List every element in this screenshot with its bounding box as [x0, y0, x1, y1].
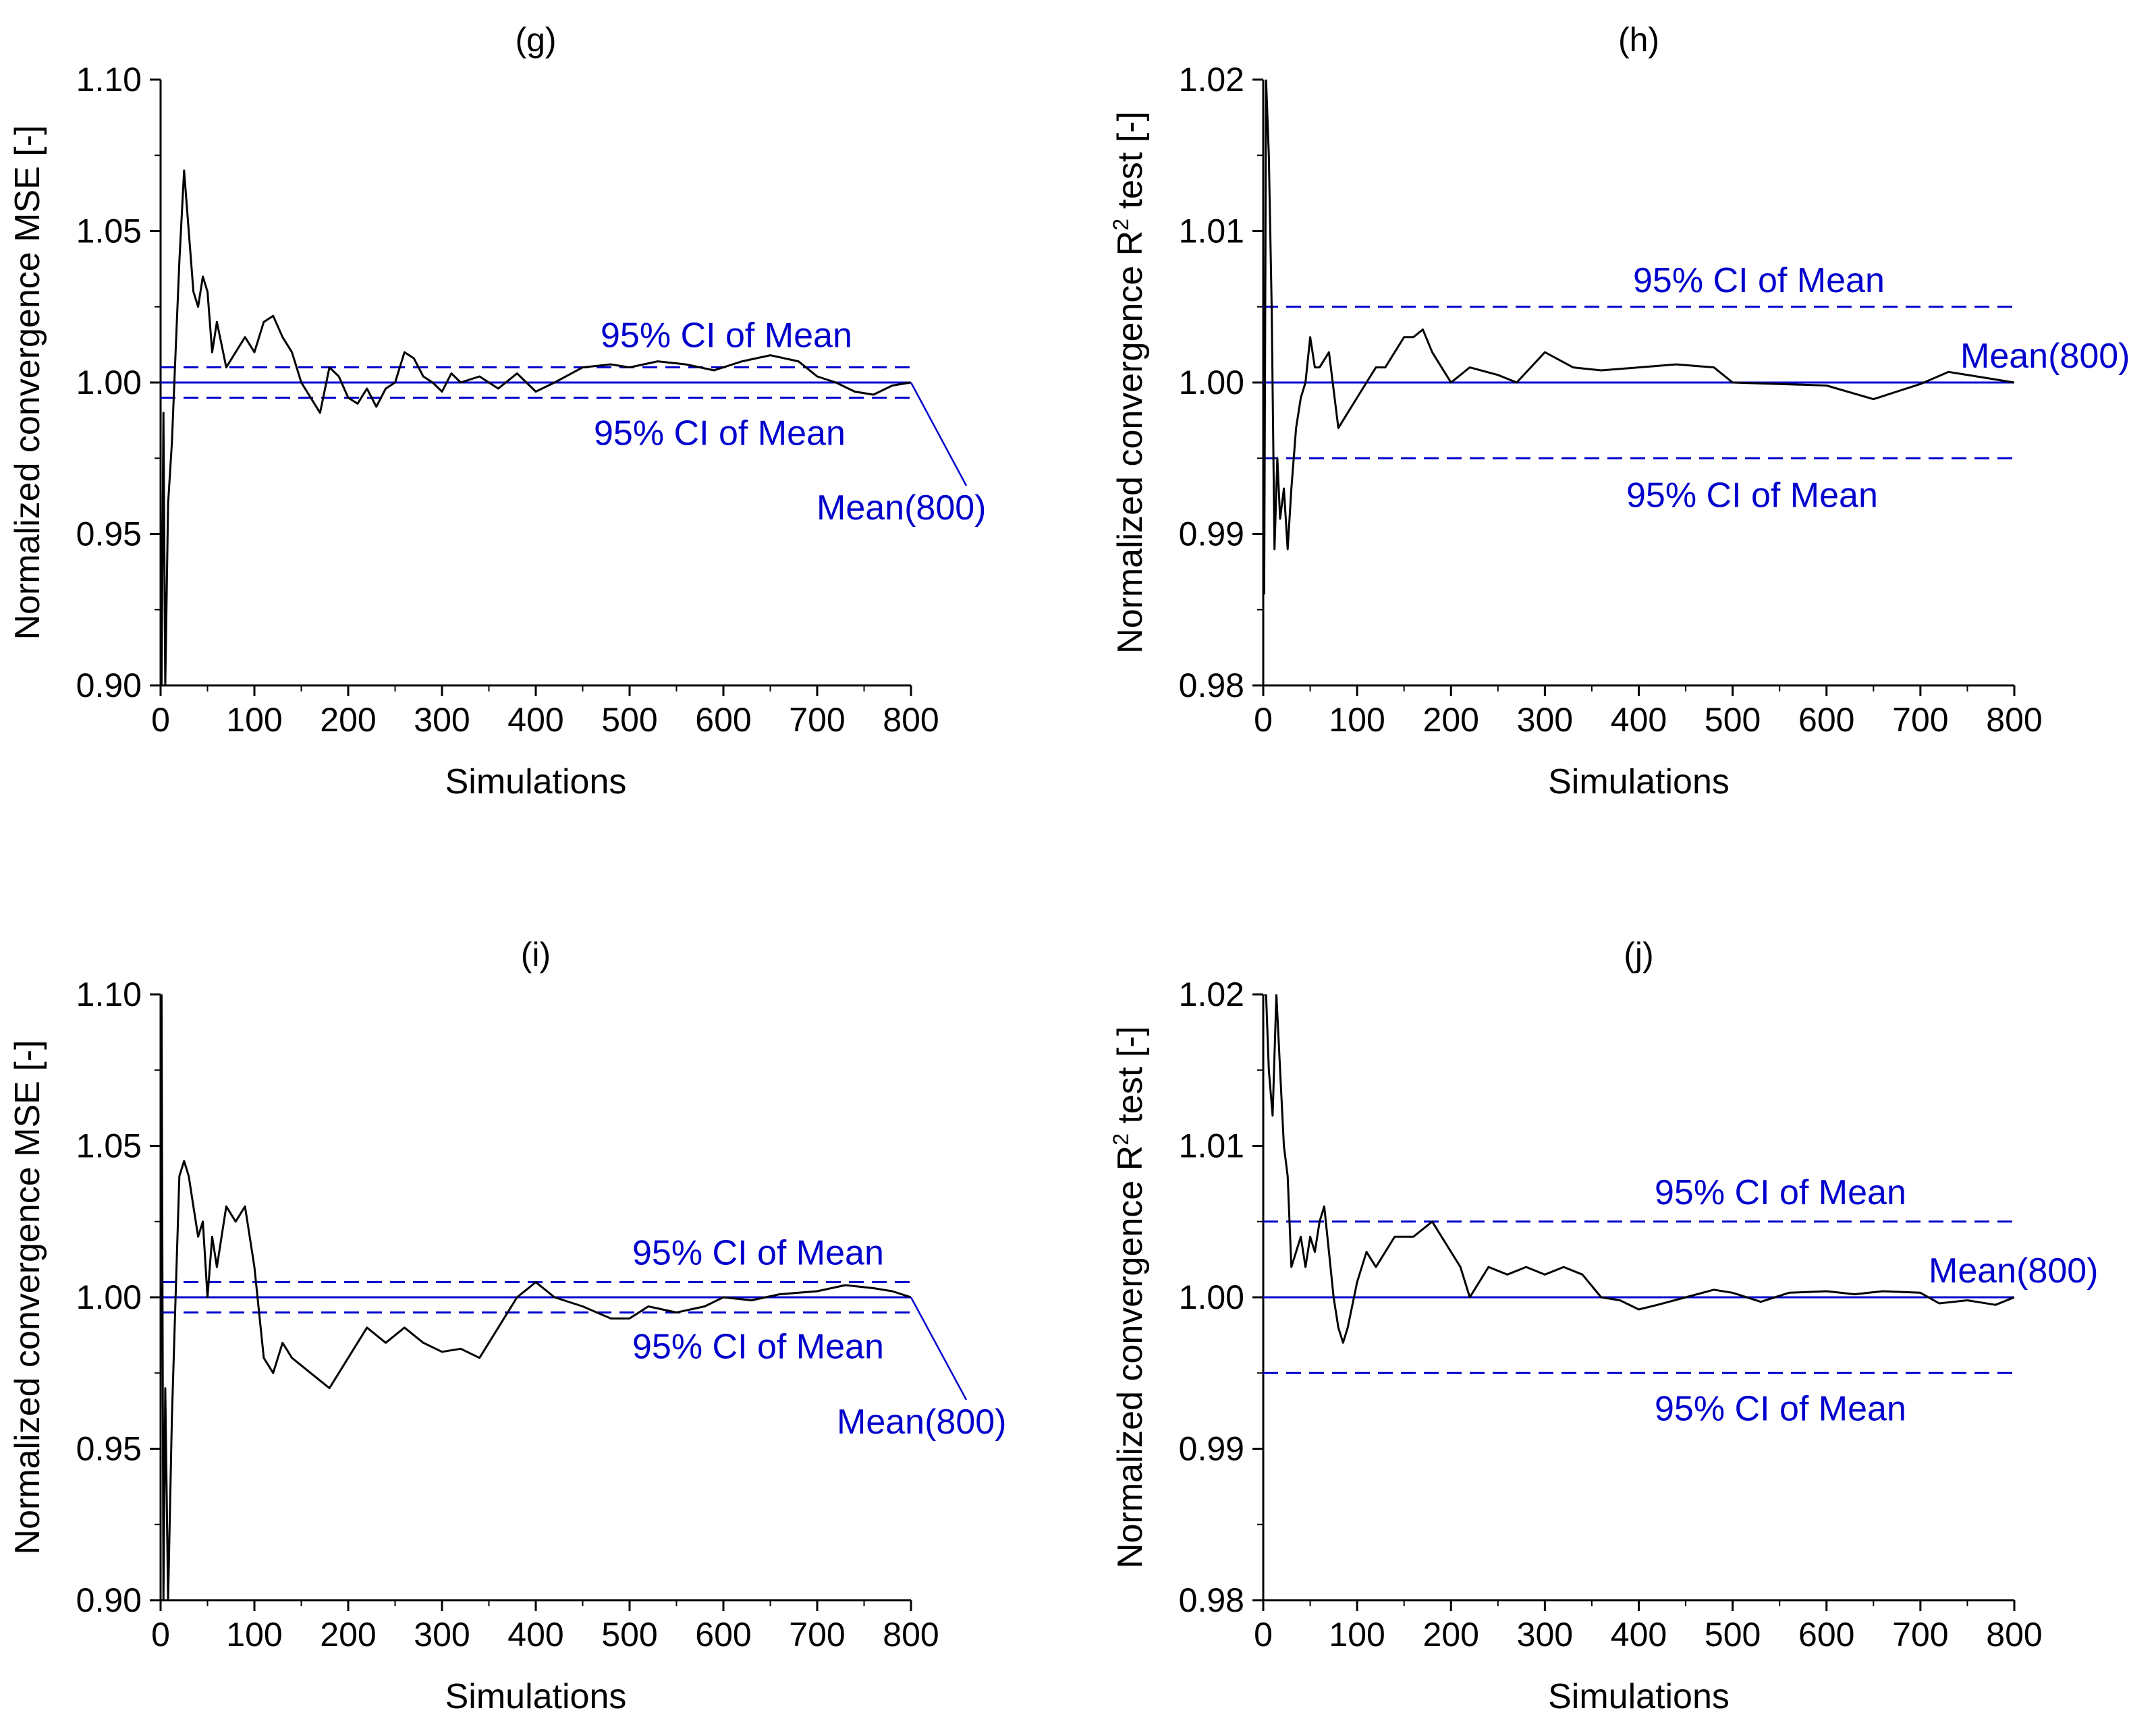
ci-lower-annotation: 95% CI of Mean: [594, 414, 846, 453]
x-tick-label: 100: [226, 701, 282, 739]
x-tick-label: 300: [414, 1616, 470, 1653]
y-tick-label: 1.10: [76, 61, 142, 98]
x-tick-label: 500: [1705, 1616, 1761, 1653]
mean-annotation: Mean(800): [817, 488, 986, 528]
y-axis-label: Normalized convergence MSE [-]: [8, 1040, 47, 1555]
x-tick-label: 0: [1254, 701, 1273, 739]
mean-annotation: Mean(800): [1929, 1251, 2098, 1291]
y-axis-label-tail: test [-]: [1111, 111, 1150, 219]
y-tick-label: 1.10: [76, 975, 142, 1013]
y-tick-label: 1.02: [1179, 975, 1244, 1013]
ci-lower-annotation: 95% CI of Mean: [1655, 1389, 1906, 1428]
y-tick-label: 0.98: [1179, 1581, 1244, 1619]
x-tick-label: 800: [1986, 701, 2042, 739]
y-tick-label: 1.05: [76, 213, 142, 250]
ci-upper-annotation: 95% CI of Mean: [1633, 261, 1885, 300]
x-axis-label: Simulations: [1548, 762, 1730, 801]
x-tick-label: 500: [601, 701, 657, 739]
x-tick-label: 300: [1517, 701, 1573, 739]
panel-h: (h) 0 100 200 300 400 500 600 700 800 0.98 0.99 1.00…: [1109, 21, 2130, 801]
y-tick-label: 0.90: [76, 1581, 142, 1619]
panel-j: (j) 0 100 200 300 400 500 600 700 800 0.98 0.99 1.00…: [1109, 936, 2098, 1716]
y-tick-label: 1.01: [1179, 213, 1244, 250]
y-axis-label: Normalized convergence R2 test [-]: [1109, 111, 1150, 654]
y-axis-label-superscript: 2: [1109, 1133, 1133, 1146]
x-tick-label: 100: [1329, 701, 1385, 739]
x-tick-label: 100: [1329, 1616, 1385, 1653]
y-axis-label-tail: test [-]: [1111, 1026, 1150, 1133]
x-tick-label: 600: [1798, 701, 1854, 739]
x-tick-label: 700: [1892, 701, 1948, 739]
y-tick-label: 0.98: [1179, 667, 1244, 704]
x-tick-label: 300: [1517, 1616, 1573, 1653]
x-tick-label: 200: [1423, 1616, 1479, 1653]
x-tick-label: 400: [507, 1616, 563, 1653]
panel-title: (j): [1624, 936, 1653, 973]
mean-annotation: Mean(800): [1960, 337, 2130, 376]
y-axis-label: Normalized convergence R2 test [-]: [1109, 1026, 1150, 1568]
x-tick-label: 300: [414, 701, 470, 739]
data-series-line: [161, 994, 911, 1600]
x-tick-label: 500: [1705, 701, 1761, 739]
ci-upper-annotation: 95% CI of Mean: [1655, 1173, 1906, 1212]
x-tick-label: 700: [789, 1616, 845, 1653]
x-tick-label: 800: [883, 1616, 939, 1653]
x-tick-label: 200: [320, 1616, 376, 1653]
x-tick-label: 500: [601, 1616, 657, 1653]
x-tick-label: 200: [320, 701, 376, 739]
x-tick-label: 200: [1423, 701, 1479, 739]
x-tick-label: 0: [151, 1616, 170, 1653]
y-axis-label: Normalized convergence MSE [-]: [8, 125, 47, 640]
x-tick-label: 700: [789, 701, 845, 739]
y-tick-label: 0.95: [76, 1430, 142, 1468]
x-tick-label: 0: [1254, 1616, 1273, 1653]
y-tick-label: 0.95: [76, 515, 142, 553]
x-tick-label: 400: [1611, 701, 1667, 739]
data-series-line: [161, 169, 911, 685]
mean-leader-line: [910, 382, 968, 486]
y-tick-label: 1.00: [1179, 1278, 1244, 1316]
mean-annotation: Mean(800): [837, 1403, 1006, 1442]
panel-i: (i) 0 100 200 300 400 500 600 700 800 0.90 0.95 1.00…: [8, 936, 1006, 1716]
y-tick-label: 1.05: [76, 1127, 142, 1165]
x-tick-label: 600: [1798, 1616, 1854, 1653]
y-tick-label: 1.02: [1179, 61, 1244, 98]
y-tick-label: 0.99: [1179, 1430, 1244, 1468]
x-tick-label: 600: [695, 701, 751, 739]
panel-title: (h): [1618, 21, 1659, 59]
mean-leader-line: [910, 1297, 968, 1401]
x-tick-label: 700: [1892, 1616, 1948, 1653]
x-axis-label: Simulations: [1548, 1677, 1730, 1716]
y-axis-label-superscript: 2: [1109, 219, 1133, 231]
ci-lower-annotation: 95% CI of Mean: [1626, 476, 1878, 515]
x-tick-label: 600: [695, 1616, 751, 1653]
y-axis-label-main: Normalized convergence R: [1111, 231, 1150, 654]
ci-lower-annotation: 95% CI of Mean: [632, 1327, 884, 1366]
x-tick-label: 100: [226, 1616, 282, 1653]
y-tick-label: 1.00: [76, 364, 142, 401]
y-tick-label: 1.00: [1179, 364, 1244, 401]
ci-upper-annotation: 95% CI of Mean: [601, 316, 852, 356]
x-tick-label: 0: [151, 701, 170, 739]
x-tick-label: 400: [1611, 1616, 1667, 1653]
y-tick-label: 1.01: [1179, 1127, 1244, 1165]
panel-title: (i): [521, 936, 551, 973]
x-tick-label: 800: [1986, 1616, 2042, 1653]
y-tick-label: 0.99: [1179, 515, 1244, 553]
x-tick-label: 800: [883, 701, 939, 739]
y-tick-label: 1.00: [76, 1278, 142, 1316]
panel-title: (g): [515, 21, 556, 59]
y-axis-label-main: Normalized convergence R: [1111, 1146, 1150, 1568]
data-series-line: [1263, 80, 2014, 595]
data-series-line: [1264, 994, 2014, 1344]
ci-upper-annotation: 95% CI of Mean: [632, 1234, 884, 1273]
x-tick-label: 400: [507, 701, 563, 739]
x-axis-label: Simulations: [445, 762, 627, 801]
y-tick-label: 0.90: [76, 667, 142, 704]
panel-g: (g) 0 100 200 300 400 500 600 700 800 0.90 0.95 1.00…: [8, 21, 986, 801]
x-axis-label: Simulations: [445, 1677, 627, 1716]
